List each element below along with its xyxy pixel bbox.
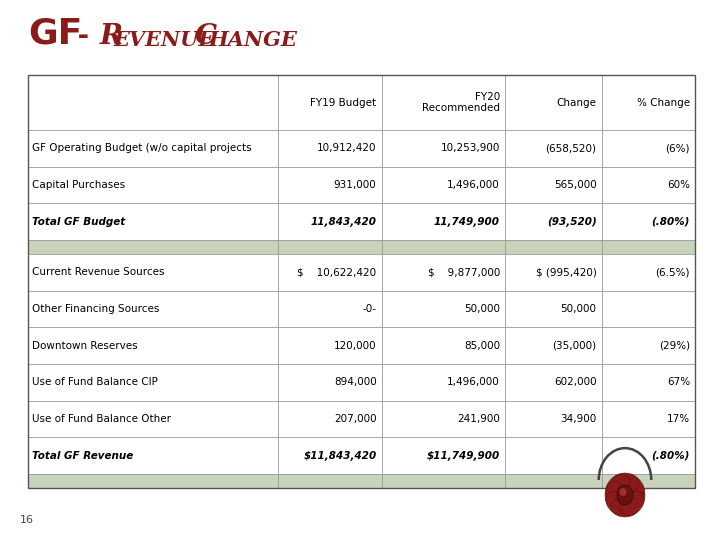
Ellipse shape xyxy=(620,474,644,498)
Text: $11,749,900: $11,749,900 xyxy=(427,451,500,461)
Text: HANGE: HANGE xyxy=(208,30,297,50)
Text: 207,000: 207,000 xyxy=(334,414,377,424)
Text: 50,000: 50,000 xyxy=(561,304,597,314)
Text: EVENUE: EVENUE xyxy=(113,30,222,50)
Text: 60%: 60% xyxy=(667,180,690,190)
Ellipse shape xyxy=(620,491,644,516)
Text: Capital Purchases: Capital Purchases xyxy=(32,180,125,190)
Text: % Change: % Change xyxy=(637,98,690,107)
Text: Current Revenue Sources: Current Revenue Sources xyxy=(32,267,164,278)
Text: 565,000: 565,000 xyxy=(554,180,597,190)
Text: Total GF Budget: Total GF Budget xyxy=(32,217,125,227)
Text: 34,900: 34,900 xyxy=(560,414,597,424)
Text: (.80%): (.80%) xyxy=(652,217,690,227)
Ellipse shape xyxy=(606,474,630,498)
Text: Other Financing Sources: Other Financing Sources xyxy=(32,304,159,314)
Text: 11,843,420: 11,843,420 xyxy=(310,217,377,227)
Text: (658,520): (658,520) xyxy=(546,143,597,153)
Text: (6%): (6%) xyxy=(665,143,690,153)
Ellipse shape xyxy=(617,485,633,505)
Text: C: C xyxy=(195,23,217,50)
Text: $    10,622,420: $ 10,622,420 xyxy=(297,267,377,278)
Ellipse shape xyxy=(611,473,639,493)
Text: 17%: 17% xyxy=(667,414,690,424)
Ellipse shape xyxy=(611,497,639,517)
Ellipse shape xyxy=(605,481,625,509)
Text: (6.5%): (6.5%) xyxy=(655,267,690,278)
Text: 894,000: 894,000 xyxy=(334,377,377,387)
Text: $11,843,420: $11,843,420 xyxy=(303,451,377,461)
Text: Change: Change xyxy=(557,98,597,107)
Text: $    9,877,000: $ 9,877,000 xyxy=(428,267,500,278)
Bar xyxy=(28,75,695,488)
Text: 241,900: 241,900 xyxy=(457,414,500,424)
Text: Use of Fund Balance Other: Use of Fund Balance Other xyxy=(32,414,171,424)
Ellipse shape xyxy=(625,481,645,509)
Text: FY20
Recommended: FY20 Recommended xyxy=(422,92,500,113)
Text: (93,520): (93,520) xyxy=(547,217,597,227)
Text: Total GF Revenue: Total GF Revenue xyxy=(32,451,133,461)
Text: 1,496,000: 1,496,000 xyxy=(447,180,500,190)
Bar xyxy=(28,474,695,488)
Text: (.80%): (.80%) xyxy=(652,451,690,461)
Text: 10,253,900: 10,253,900 xyxy=(441,143,500,153)
Bar xyxy=(28,75,695,488)
Text: FY19 Budget: FY19 Budget xyxy=(310,98,377,107)
Text: 1,496,000: 1,496,000 xyxy=(447,377,500,387)
Ellipse shape xyxy=(619,488,626,496)
Text: (35,000): (35,000) xyxy=(552,341,597,350)
Text: GF Operating Budget (w/o capital projects: GF Operating Budget (w/o capital project… xyxy=(32,143,251,153)
Text: R: R xyxy=(100,23,123,50)
Text: Downtown Reserves: Downtown Reserves xyxy=(32,341,138,350)
Bar xyxy=(28,240,695,254)
Text: 10,912,420: 10,912,420 xyxy=(317,143,377,153)
Text: 67%: 67% xyxy=(667,377,690,387)
Ellipse shape xyxy=(606,491,630,516)
Text: $ (995,420): $ (995,420) xyxy=(536,267,597,278)
Text: 602,000: 602,000 xyxy=(554,377,597,387)
Text: 16: 16 xyxy=(20,515,34,525)
Text: 11,749,900: 11,749,900 xyxy=(434,217,500,227)
Text: 50,000: 50,000 xyxy=(464,304,500,314)
Text: GF: GF xyxy=(28,16,82,50)
Text: 120,000: 120,000 xyxy=(334,341,377,350)
Text: 931,000: 931,000 xyxy=(334,180,377,190)
Text: -0-: -0- xyxy=(362,304,377,314)
Text: (29%): (29%) xyxy=(659,341,690,350)
Text: 85,000: 85,000 xyxy=(464,341,500,350)
Text: -: - xyxy=(68,22,109,50)
Text: Use of Fund Balance CIP: Use of Fund Balance CIP xyxy=(32,377,158,387)
